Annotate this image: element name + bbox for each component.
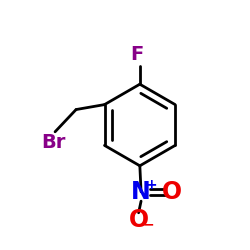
Text: −: − bbox=[142, 218, 154, 232]
Text: O: O bbox=[128, 208, 149, 232]
Text: Br: Br bbox=[42, 133, 66, 152]
Text: F: F bbox=[131, 45, 144, 64]
Text: N: N bbox=[131, 180, 151, 204]
Text: +: + bbox=[146, 178, 157, 192]
Text: O: O bbox=[162, 180, 182, 204]
